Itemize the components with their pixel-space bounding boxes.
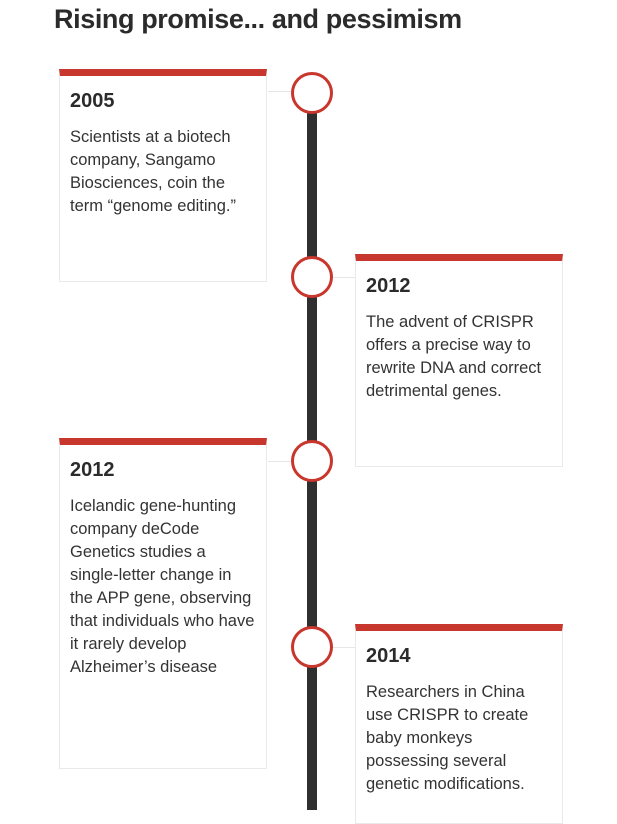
timeline-node (291, 626, 333, 668)
timeline-node (291, 440, 333, 482)
event-year: 2012 (70, 459, 115, 481)
timeline-card-2014: 2014 Researchers in China use CRISPR to … (355, 624, 563, 824)
event-description: Scientists at a biotech company, Sangamo… (70, 128, 236, 215)
timeline-node (291, 256, 333, 298)
timeline-card-2005: 2005 Scientists at a biotech company, Sa… (59, 69, 267, 282)
timeline-connector (268, 461, 292, 462)
timeline-connector (330, 647, 356, 648)
timeline-card-2012-crispr: 2012 The advent of CRISPR offers a preci… (355, 254, 563, 467)
page-title: Rising promise... and pessimism (54, 4, 462, 34)
event-description: Icelandic gene-hunting company deCode Ge… (70, 497, 255, 676)
timeline-node (291, 72, 333, 114)
timeline-connector (330, 277, 356, 278)
timeline-connector (268, 91, 292, 92)
event-year: 2005 (70, 90, 115, 112)
event-description: The advent of CRISPR offers a precise wa… (366, 313, 542, 400)
event-year: 2012 (366, 275, 411, 297)
timeline-card-2012-decode: 2012 Icelandic gene-hunting company deCo… (59, 438, 267, 769)
event-year: 2014 (366, 645, 411, 667)
event-description: Researchers in China use CRISPR to creat… (366, 683, 529, 793)
